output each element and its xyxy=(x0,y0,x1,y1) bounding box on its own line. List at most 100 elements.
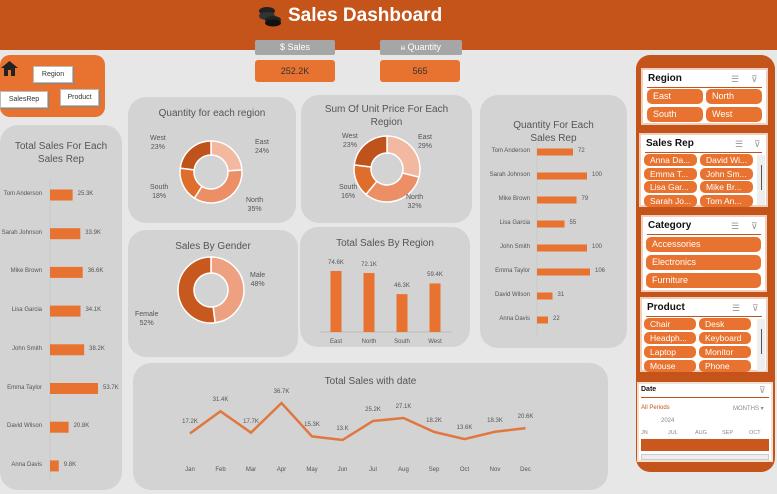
data-label: 22 xyxy=(553,316,560,322)
category-label: David Wilson xyxy=(494,292,530,298)
slicer-item[interactable]: Accessories xyxy=(646,237,761,252)
nav-panel: Region SalesRep Product xyxy=(0,55,105,117)
slicer-item[interactable]: Electronics xyxy=(646,255,761,270)
category-label: Tom Anderson xyxy=(491,148,530,154)
data-label: 25.3K xyxy=(77,191,94,197)
multi-select-icon[interactable]: ☰ xyxy=(732,303,741,313)
category-label: Lisa Garcia xyxy=(499,220,530,226)
slicer-item[interactable]: Laptop xyxy=(644,346,696,358)
bar xyxy=(429,283,441,332)
slicer-item[interactable]: Anna Da... xyxy=(644,154,697,166)
chart-title: Total Sales with date xyxy=(324,376,417,387)
data-label: 17.7K xyxy=(243,418,259,425)
category-label: John Smith xyxy=(499,244,530,250)
data-label: 15.3K xyxy=(304,422,320,429)
donut-label-south: South 18% xyxy=(150,184,169,200)
category-label: North xyxy=(361,339,377,345)
clear-filter-icon[interactable]: ⊽ xyxy=(754,139,761,149)
data-label: 31.4K xyxy=(212,397,229,404)
category-label: Aug xyxy=(398,467,409,473)
slicer-item[interactable]: Tom An... xyxy=(700,194,753,207)
timeline-level-dropdown[interactable]: MONTHS ▾ xyxy=(733,406,764,412)
donut-slice-east xyxy=(210,140,243,172)
category-label: Sarah Johnson xyxy=(489,172,530,178)
data-label: 17.2K xyxy=(182,419,198,426)
chart-title: Quantity for each region xyxy=(158,108,266,119)
donut-slice-west xyxy=(179,140,212,171)
slicer-item[interactable]: Chair xyxy=(644,318,696,330)
timeline-year: 2024 xyxy=(661,418,675,424)
data-label: 20.6K xyxy=(517,414,534,421)
data-label: 31 xyxy=(557,292,565,298)
timeline-month[interactable]: AUG xyxy=(695,430,707,436)
bar xyxy=(363,273,375,332)
slicer-item[interactable]: Phone xyxy=(699,360,751,372)
clear-filter-icon[interactable]: ⊽ xyxy=(752,303,759,313)
bar xyxy=(537,244,587,252)
bar xyxy=(537,148,573,156)
salesrep-slicer: Sales Rep ☰ ⊽ Anna Da... David Wi... Emma T… xyxy=(639,133,768,207)
slicer-item[interactable]: Headph... xyxy=(644,332,696,344)
slicer-item[interactable]: Desk xyxy=(699,318,751,330)
clear-filter-icon[interactable]: ⊽ xyxy=(759,385,766,395)
slicer-item[interactable]: West xyxy=(706,107,762,122)
chart-title: Quantity For Each Sales Rep xyxy=(513,120,594,144)
category-label: Mike Brown xyxy=(10,268,42,275)
slicer-item[interactable]: North xyxy=(706,89,762,104)
scrollbar[interactable] xyxy=(757,155,765,205)
timeline-month[interactable]: JN xyxy=(641,430,648,436)
clear-filter-icon[interactable]: ⊽ xyxy=(751,74,758,84)
category-label: Nov xyxy=(489,467,501,473)
chart-title: Total Sales By Region xyxy=(336,238,434,249)
category-label: South xyxy=(394,339,410,345)
timeline-month[interactable]: SEP xyxy=(722,430,734,436)
slicer-item[interactable]: John Sm... xyxy=(700,167,753,180)
bar xyxy=(50,189,73,201)
slicer-item[interactable]: Emma T... xyxy=(644,167,697,180)
category-label: John Smith xyxy=(11,345,42,352)
slicer-item[interactable]: East xyxy=(647,89,703,104)
slicer-item[interactable]: Monitor xyxy=(699,346,751,358)
data-label: 20.8K xyxy=(73,423,90,430)
region-nav-button[interactable]: Region xyxy=(33,66,73,83)
scrollbar[interactable] xyxy=(757,319,765,371)
slicer-item[interactable]: David Wi... xyxy=(700,154,753,166)
salesrep-nav-button[interactable]: SalesRep xyxy=(0,91,48,108)
slicer-item[interactable]: Mike Br... xyxy=(700,181,753,193)
dollar-icon: $ xyxy=(279,42,285,52)
multi-select-icon[interactable]: ☰ xyxy=(731,221,740,231)
slicer-item[interactable]: Sarah Jo... xyxy=(644,194,697,207)
timeline-month[interactable]: OCT xyxy=(749,430,761,436)
slicer-item[interactable]: South xyxy=(647,107,703,122)
all-periods-link[interactable]: All Periods xyxy=(641,405,670,411)
bar xyxy=(50,460,59,472)
slicer-item[interactable]: Lisa Gar... xyxy=(644,181,697,193)
multi-select-icon[interactable]: ☰ xyxy=(731,74,740,84)
donut-label-female: Female 52% xyxy=(135,311,159,327)
data-label: 33.9K xyxy=(85,229,101,236)
product-nav-button[interactable]: Product xyxy=(60,89,99,106)
data-label: 100 xyxy=(592,172,603,178)
slicer-item[interactable]: Mouse xyxy=(644,360,696,372)
tally-icon: ɨɨɨ xyxy=(400,46,405,52)
clear-filter-icon[interactable]: ⊽ xyxy=(751,221,758,231)
category-label: Sep xyxy=(428,467,440,473)
category-label: Sarah Johnson xyxy=(1,229,42,236)
chart-title: Sales By Gender xyxy=(175,241,251,252)
bar xyxy=(330,271,342,332)
slicer-item[interactable]: Keyboard xyxy=(699,332,751,344)
timeline-month[interactable]: JUL xyxy=(668,430,678,436)
timeline-range-bar[interactable] xyxy=(641,439,769,451)
sales-date-card: Total Sales with date xyxy=(133,363,608,490)
kpi-label-text: Sales xyxy=(287,42,311,52)
product-slicer: Product ☰ ⊽ Chair Desk Headph... Keyboard Lap… xyxy=(640,297,768,372)
bar xyxy=(537,316,548,324)
data-label: 59.4K xyxy=(427,272,443,279)
multi-select-icon[interactable]: ☰ xyxy=(735,139,744,149)
timeline-scrollbar[interactable] xyxy=(641,454,769,460)
slicer-item[interactable]: Furniture xyxy=(646,273,761,288)
home-icon[interactable] xyxy=(1,61,18,76)
category-label: Anna Davis xyxy=(499,316,530,322)
data-label: 18.2K xyxy=(426,417,442,424)
